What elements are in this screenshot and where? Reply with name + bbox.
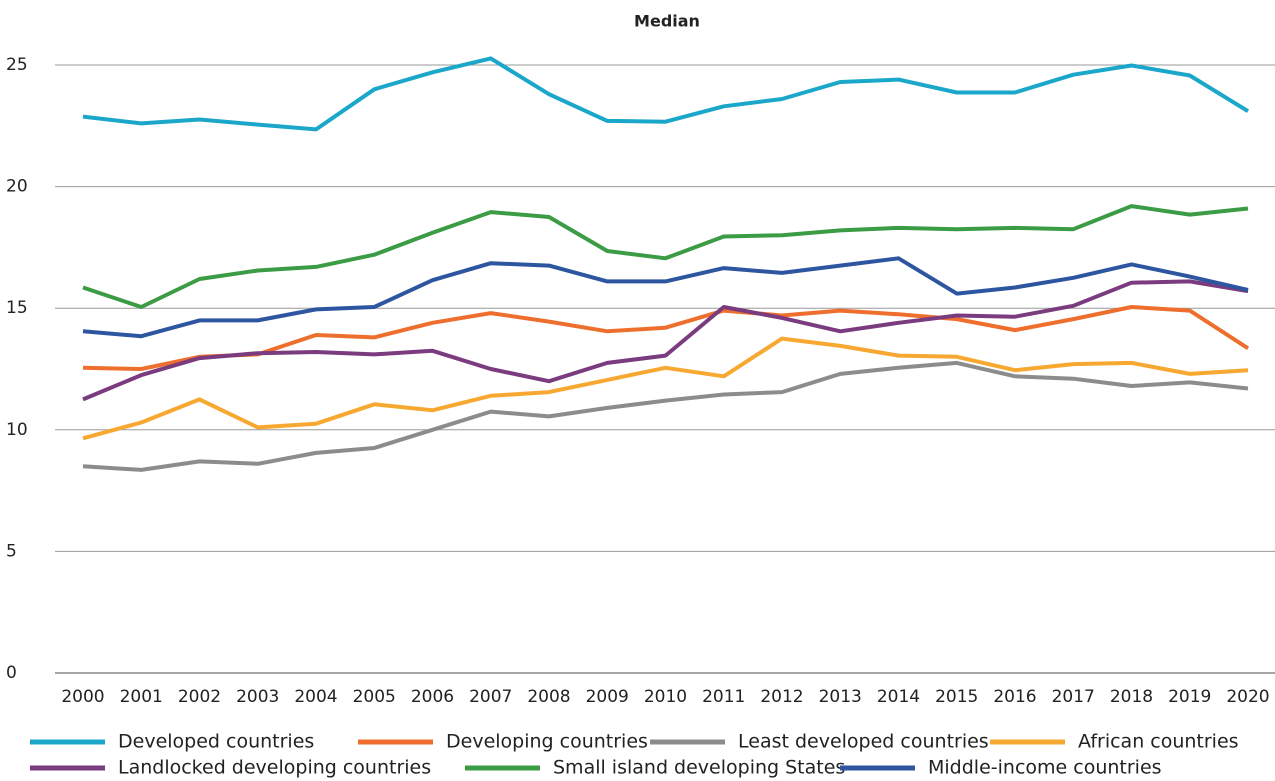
series-line [82,360,1249,472]
x-tick-label: 2000 [61,687,104,707]
x-tick-label: 2001 [120,687,163,707]
x-tick-label: 2004 [294,687,337,707]
y-tick-label: 25 [6,55,28,75]
x-tick-label: 2012 [760,687,803,707]
y-tick-label: 20 [6,177,28,197]
x-tick-label: 2009 [586,687,629,707]
x-tick-label: 2019 [1168,687,1211,707]
x-tick-label: 2018 [1110,687,1153,707]
legend-label: Least developed countries [738,731,989,753]
series-line [82,305,1250,371]
x-tick-label: 2005 [353,687,396,707]
x-tick-label: 2002 [178,687,221,707]
chart-title: Median [634,12,700,31]
legend-label: Developing countries [446,731,648,753]
y-tick-label: 0 [6,663,17,683]
x-tick-label: 2006 [411,687,454,707]
x-tick-label: 2007 [469,687,512,707]
series-line [82,56,1250,132]
x-tick-label: 2011 [702,687,745,707]
y-tick-label: 15 [6,298,28,318]
x-tick-label: 2016 [993,687,1036,707]
x-tick-label: 2003 [236,687,279,707]
x-tick-label: 2013 [819,687,862,707]
y-tick-label: 10 [6,420,28,440]
x-tick-label: 2008 [527,687,570,707]
x-tick-label: 2020 [1226,687,1269,707]
legend-label: African countries [1078,731,1239,753]
x-tick-label: 2017 [1052,687,1095,707]
series-line [82,256,1249,339]
x-tick-label: 2014 [877,687,920,707]
legend-label: Developed countries [118,731,314,753]
series-line [82,336,1249,441]
y-tick-label: 5 [6,541,17,561]
legend-label: Small island developing States [553,757,845,779]
legend-label: Landlocked developing countries [118,757,431,779]
x-tick-label: 2010 [644,687,687,707]
series-line [82,279,1249,402]
x-tick-label: 2015 [935,687,978,707]
legend-label: Middle-income countries [928,757,1162,779]
series-line [82,204,1249,309]
